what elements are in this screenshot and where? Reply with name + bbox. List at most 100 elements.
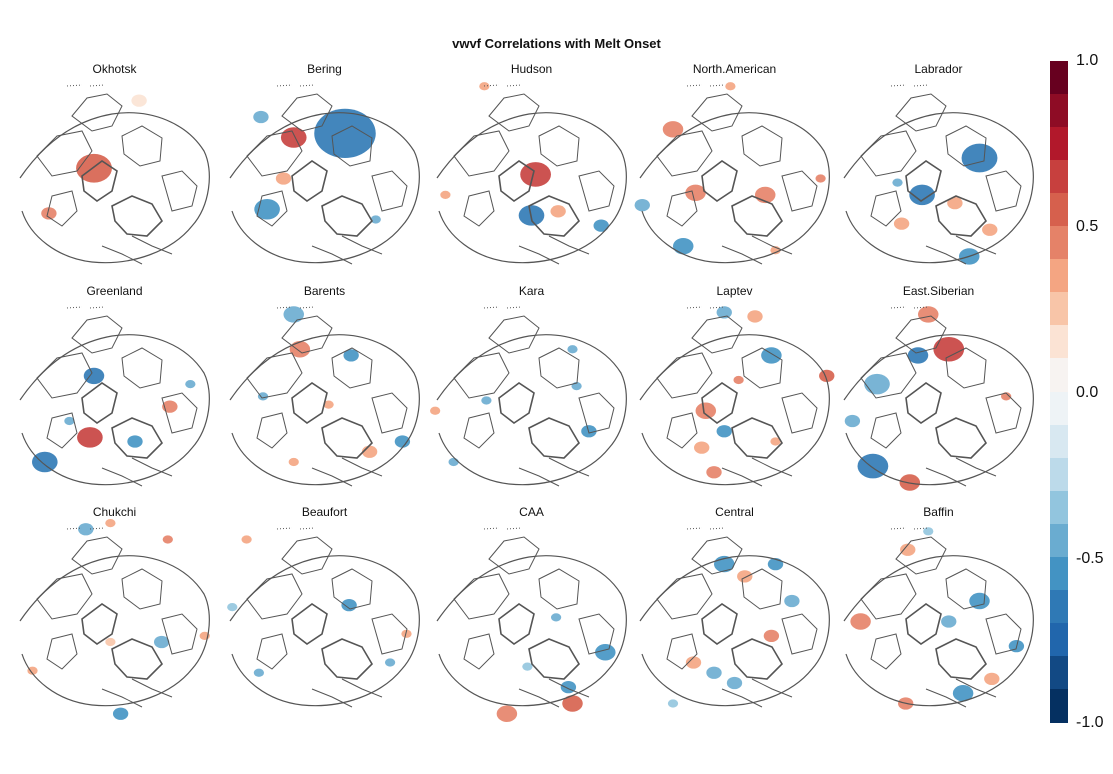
correlation-patch [667,699,679,708]
correlation-patch [892,178,903,187]
correlation-patch [567,345,578,354]
arctic-map [639,527,831,708]
arctic-map [436,527,628,722]
arctic-map [227,527,421,708]
colorbar-swatch [1050,259,1068,293]
correlation-patch [933,336,965,362]
arctic-map [639,306,835,487]
correlation-patch [314,108,376,158]
correlation-patch [733,375,744,385]
correlation-patch [737,570,753,583]
coastline [843,527,1035,708]
arctic-map [229,84,421,265]
correlation-patch [725,82,736,91]
correlation-patch [716,306,732,319]
correlation-patch [289,341,311,358]
correlation-patch [394,435,411,448]
correlation-patch [430,406,441,415]
correlation-patch [595,644,616,661]
correlation-patch [253,668,265,677]
correlation-patch [550,205,566,218]
colorbar-swatch [1050,556,1068,591]
correlation-patch [706,466,722,479]
panel-title: Labrador [914,62,963,76]
correlation-patch [77,427,103,448]
correlation-patch [31,451,58,473]
arctic-map [436,82,628,265]
correlation-patch [448,457,459,467]
correlation-patch [522,662,533,671]
correlation-patch [401,629,412,638]
correlation-patch [952,685,974,702]
arctic-map [843,306,1035,491]
correlation-patch [1001,392,1012,401]
panel-title: Barents [303,284,346,298]
map-panel-greenland: Greenland [12,284,217,506]
correlation-patch [131,94,147,107]
arctic-map [634,82,831,265]
correlation-patch [662,121,684,138]
map-panel-barents: Barents [222,284,427,506]
coastline [229,527,421,708]
colorbar-swatch [1050,358,1068,393]
correlation-patch [105,519,116,528]
arctic-map [430,306,628,487]
correlation-patch [961,143,998,173]
correlation-patch [694,441,710,454]
arctic-map [843,84,1035,265]
coastline [639,84,831,265]
correlation-patch [283,306,304,323]
correlation-patch [520,162,551,187]
colorbar-swatch [1050,523,1068,558]
correlation-patch [343,349,359,362]
map-panel-laptev: Laptev [632,284,837,506]
correlation-patch [341,598,357,612]
correlation-patch [254,199,280,220]
colorbar [1050,61,1068,723]
panel-title: North.American [692,62,777,76]
correlation-patch [900,543,916,556]
correlation-patch [41,207,57,220]
correlation-patch [127,435,143,448]
correlation-patch [323,400,334,409]
colorbar-swatch [1050,589,1068,624]
correlation-patch [384,658,396,667]
correlation-patch [923,527,934,536]
correlation-patch [253,110,269,124]
correlation-patch [153,635,170,649]
correlation-patch [185,380,196,389]
map-panel-central: Central [632,505,837,727]
correlation-patch [162,535,173,544]
correlation-patch [76,153,112,183]
colorbar-tick-label: 1.0 [1076,52,1099,69]
figure-title: vwvf Correlations with Melt Onset [452,36,661,51]
correlation-patch [761,347,782,364]
correlation-patch [562,695,583,712]
correlation-patch [850,613,871,630]
colorbar-swatch [1050,622,1068,657]
correlation-patch [770,437,781,446]
correlation-patch [685,656,702,669]
correlation-patch [227,603,238,612]
colorbar-swatch [1050,688,1068,723]
colorbar-tick-label: -0.5 [1076,550,1104,567]
colorbar-swatch [1050,94,1068,128]
map-panel-labrador: Labrador [836,62,1041,284]
correlation-patch [844,414,861,428]
panel-title: East.Siberian [902,284,975,298]
panel-title: CAA [519,505,544,519]
map-panel-hudson: Hudson [429,62,634,284]
correlation-patch [685,184,706,202]
coastline [639,306,831,487]
colorbar-swatch [1050,61,1068,95]
correlation-patch [288,457,299,467]
correlation-patch [815,174,826,183]
correlation-patch [982,223,998,236]
panel-title: Okhotsk [92,62,137,76]
colorbar-swatch [1050,226,1068,260]
correlation-patch [634,199,650,212]
arctic-map [229,306,421,487]
arctic-map [19,519,211,720]
correlation-patch [864,373,890,395]
colorbar-swatch [1050,127,1068,161]
